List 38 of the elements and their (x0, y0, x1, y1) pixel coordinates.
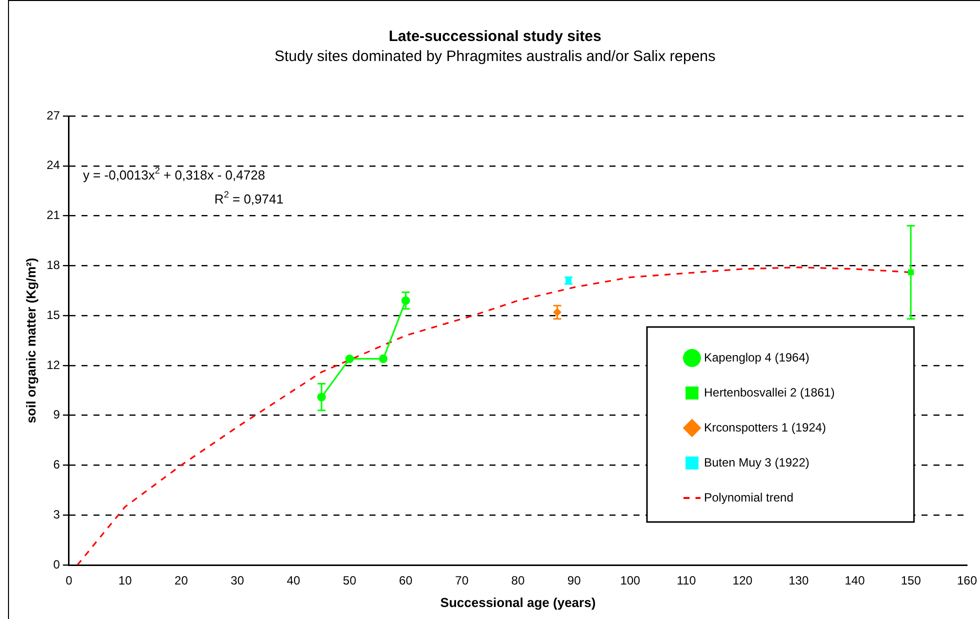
x-tick-label: 70 (455, 574, 469, 588)
y-tick-label: 6 (53, 458, 60, 472)
x-tick-label: 160 (956, 574, 978, 588)
y-tick-label: 9 (53, 408, 60, 422)
x-tick-label: 90 (567, 574, 582, 588)
y-tick-label: 27 (46, 108, 60, 122)
y-tick-label: 24 (46, 158, 60, 172)
legend-label: Hertenbosvallei 2 (1861) (704, 385, 835, 400)
legend-label: Kapenglop 4 (1964) (704, 350, 810, 364)
x-tick-label: 100 (620, 574, 641, 588)
y-tick-label: 12 (46, 358, 60, 372)
point (378, 354, 388, 364)
chart-subtitle: Study sites dominated by Phragmites australis and/or Salix repens (274, 48, 716, 66)
x-tick-label: 140 (844, 574, 866, 588)
legend-label: Buten Muy 3 (1922) (704, 455, 810, 470)
x-tick-label: 30 (230, 574, 244, 588)
x-tick-label: 80 (511, 574, 525, 588)
y-tick-label: 0 (53, 557, 60, 572)
y-tick-label: 21 (46, 208, 60, 222)
x-tick-label: 0 (66, 574, 73, 588)
y-tick-label: 15 (46, 308, 60, 322)
x-tick-label: 10 (118, 574, 132, 588)
legend-label: Polynomial trend (704, 490, 794, 504)
chart-title: Late-successional study sites (388, 28, 602, 46)
legend-label: Krconspotters 1 (1924) (704, 420, 826, 434)
point (345, 354, 354, 364)
x-tick-label: 110 (676, 574, 696, 588)
x-tick-label: 60 (399, 574, 413, 588)
y-axis-title: soil organic matter (Kg/m²) (23, 258, 38, 424)
y-tick-label: 3 (53, 507, 60, 522)
x-tick-label: 120 (732, 574, 753, 588)
y-tick-label: 18 (46, 258, 60, 272)
x-axis-title: Successional age (years) (440, 594, 596, 610)
x-tick-label: 40 (286, 574, 300, 588)
x-tick-label: 130 (788, 574, 809, 588)
x-tick-label: 20 (174, 574, 188, 588)
x-tick-label: 150 (900, 574, 922, 588)
x-tick-label: 50 (342, 574, 357, 588)
